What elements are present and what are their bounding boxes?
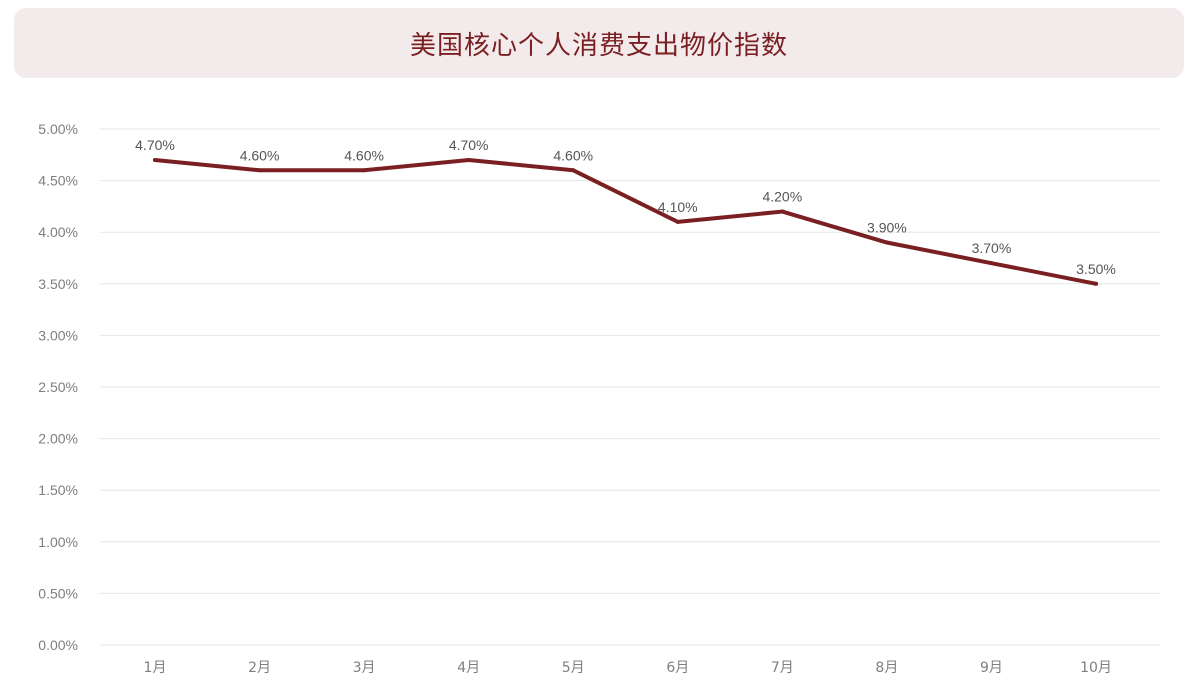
- data-label: 4.60%: [553, 147, 593, 163]
- series-layer: [153, 157, 1098, 286]
- x-axis-ticks: 1月 2月 3月 4月 5月 6月 7月 8月 9月 10月: [144, 660, 1112, 676]
- data-label: 4.10%: [658, 199, 698, 215]
- series-line: [153, 157, 1098, 286]
- data-point: [362, 168, 367, 173]
- data-point: [1094, 281, 1098, 286]
- data-label: 4.70%: [449, 137, 489, 153]
- y-tick-label: 3.00%: [38, 327, 78, 343]
- data-point: [989, 261, 994, 266]
- data-label: 4.60%: [344, 147, 384, 163]
- y-tick-label: 4.00%: [38, 224, 78, 240]
- data-point: [257, 168, 262, 173]
- chart-title-bar: 美国核心个人消费支出物价指数: [14, 8, 1184, 78]
- y-tick-label: 1.50%: [38, 482, 78, 498]
- y-tick-label: 2.00%: [38, 431, 78, 447]
- data-label: 3.90%: [867, 220, 907, 236]
- x-tick-label: 9月: [980, 660, 1003, 676]
- x-tick-label: 3月: [353, 660, 376, 676]
- x-tick-label: 4月: [457, 660, 480, 676]
- x-tick-label: 7月: [771, 660, 794, 676]
- y-tick-label: 0.00%: [38, 637, 78, 653]
- y-tick-label: 4.50%: [38, 173, 78, 189]
- y-tick-label: 1.00%: [38, 534, 78, 550]
- x-tick-label: 2月: [248, 660, 271, 676]
- data-point: [153, 157, 157, 162]
- y-tick-label: 2.50%: [38, 379, 78, 395]
- data-point: [780, 209, 785, 214]
- data-point: [466, 157, 471, 162]
- x-tick-label: 5月: [562, 660, 585, 676]
- y-axis-ticks: 0.00% 0.50% 1.00% 1.50% 2.00% 2.50% 3.00% 3.50%…: [38, 121, 78, 653]
- data-point: [675, 219, 680, 224]
- gridlines: [100, 128, 1160, 646]
- x-tick-label: 6月: [666, 660, 689, 676]
- data-label: 3.50%: [1076, 261, 1116, 277]
- x-tick-label: 8月: [875, 660, 898, 676]
- x-tick-label: 1月: [144, 660, 167, 676]
- x-tick-label: 10月: [1080, 660, 1112, 676]
- data-labels: 4.70% 4.60% 4.60% 4.70% 4.60% 4.10% 4.20% 3.90%…: [135, 137, 1116, 277]
- y-tick-label: 0.50%: [38, 585, 78, 601]
- y-tick-label: 5.00%: [38, 121, 78, 137]
- chart-title: 美国核心个人消费支出物价指数: [409, 30, 788, 61]
- data-point: [571, 168, 576, 173]
- data-point: [884, 240, 889, 245]
- y-tick-label: 3.50%: [38, 276, 78, 292]
- data-label: 3.70%: [972, 240, 1012, 256]
- data-label: 4.60%: [240, 147, 280, 163]
- data-label: 4.70%: [135, 137, 175, 153]
- data-label: 4.20%: [762, 189, 802, 205]
